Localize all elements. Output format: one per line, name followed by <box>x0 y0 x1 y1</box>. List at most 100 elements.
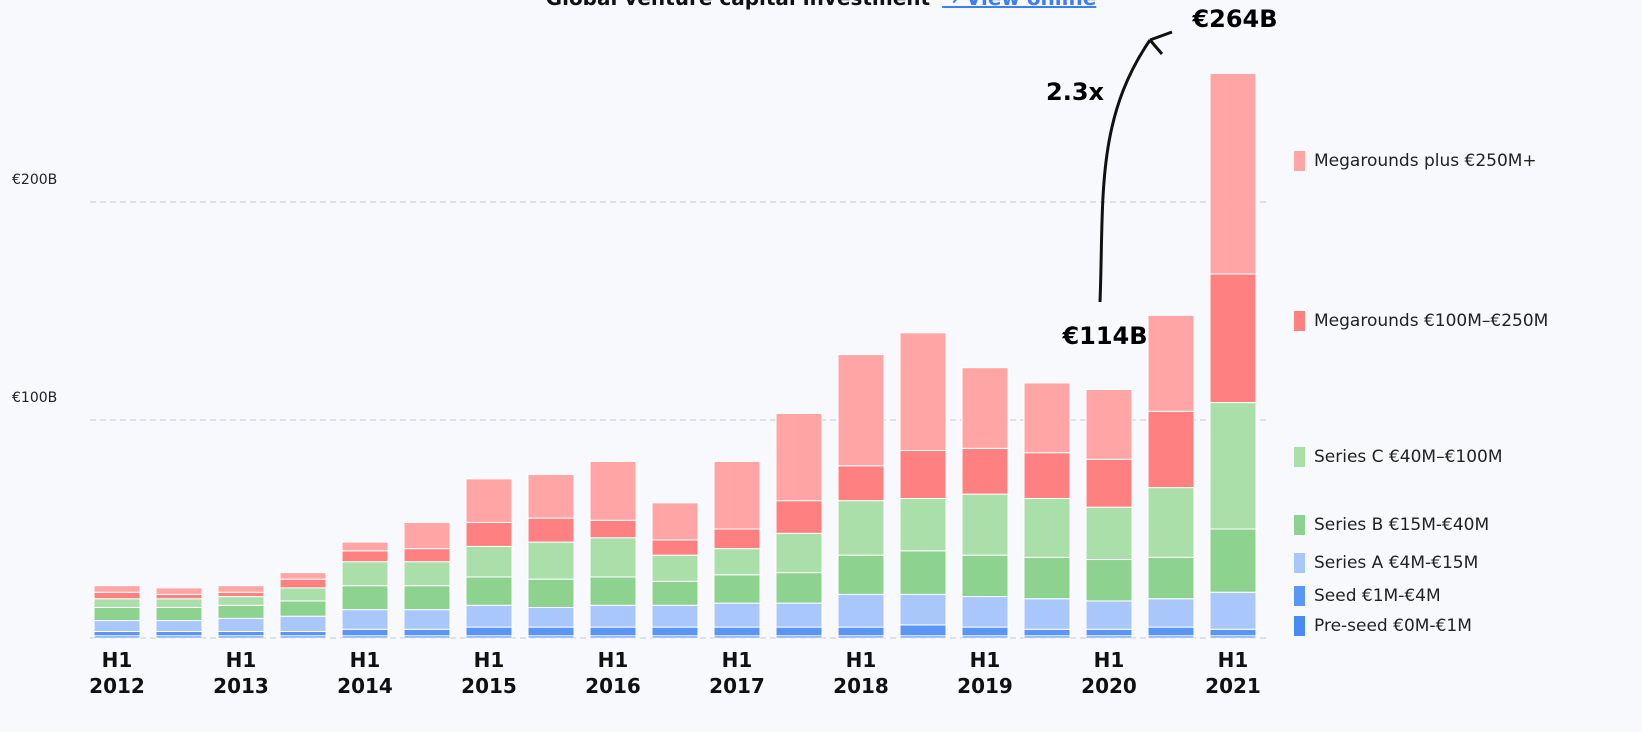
x-tick-label: H1 2021 <box>1205 648 1261 698</box>
bar-segment <box>1209 402 1257 530</box>
legend-label: Megarounds plus €250M+ <box>1314 151 1537 171</box>
x-tick-label: H1 2013 <box>213 648 269 698</box>
bar-segment <box>155 598 203 608</box>
bar-segment <box>217 617 265 632</box>
bar-segment <box>775 602 823 628</box>
bar-segment <box>1023 598 1071 630</box>
bar-segment <box>527 626 575 637</box>
annotation: €264B <box>1191 5 1277 33</box>
bar-segment <box>899 550 947 595</box>
bar-segment <box>279 572 327 580</box>
legend-swatch <box>1294 447 1305 467</box>
legend-swatch <box>1294 515 1305 535</box>
x-tick-label: H1 2015 <box>461 648 517 698</box>
bar-segment <box>899 624 947 637</box>
bar-segment <box>961 447 1009 495</box>
bar-segment <box>527 606 575 628</box>
bar-segment <box>589 626 637 637</box>
chart-title: Global venture capital investment <box>546 0 930 10</box>
legend-swatch <box>1294 151 1305 171</box>
bar-segment <box>217 585 265 593</box>
bar-segment <box>279 630 327 637</box>
bar-segment <box>465 521 513 547</box>
bar-segment <box>1209 591 1257 630</box>
bar-segment <box>651 626 699 637</box>
bar-segment <box>1147 626 1195 637</box>
legend-swatch <box>1294 586 1305 606</box>
x-tick-label: H1 2014 <box>337 648 393 698</box>
view-online-link[interactable]: → View online <box>942 0 1096 10</box>
bar-segment <box>341 541 389 552</box>
legend-label: Series C €40M–€100M <box>1314 447 1503 467</box>
bar-segment <box>589 604 637 628</box>
legend-label: Megarounds €100M–€250M <box>1314 311 1548 331</box>
bar-segment <box>775 532 823 574</box>
bar-segment <box>1147 410 1195 489</box>
bar-segment <box>589 519 637 539</box>
bar-segment <box>1209 628 1257 637</box>
legend-swatch <box>1294 616 1305 636</box>
bar-segment <box>713 548 761 576</box>
bar-segment <box>837 593 885 628</box>
bar-segment <box>155 630 203 637</box>
legend-swatch <box>1294 553 1305 573</box>
bar-segment <box>713 626 761 637</box>
legend-label: Series B €15M-€40M <box>1314 515 1489 535</box>
x-tick-label: H1 2017 <box>709 648 765 698</box>
y-tick-label: €200B <box>12 172 57 188</box>
bar-segment <box>1023 556 1071 600</box>
x-tick-label: H1 2019 <box>957 648 1013 698</box>
legend-label: Seed €1M-€4M <box>1314 586 1441 606</box>
bar-segment <box>341 585 389 611</box>
bar-segment <box>837 354 885 467</box>
bar-segment <box>527 541 575 580</box>
bar-segment <box>1023 497 1071 558</box>
bar-segment <box>403 585 451 611</box>
bar-segment <box>651 580 699 606</box>
bar-segment <box>465 545 513 578</box>
bar-segment <box>465 576 513 606</box>
bar-segment <box>1147 598 1195 628</box>
bar-segment <box>961 554 1009 598</box>
bar-segment <box>713 528 761 550</box>
bar-segment <box>341 561 389 587</box>
bar-segment <box>1147 487 1195 558</box>
bar-segment <box>651 554 699 582</box>
bar-segment <box>651 539 699 556</box>
x-tick-label: H1 2018 <box>833 648 889 698</box>
bar-segment <box>1209 72 1257 275</box>
bar-segment <box>155 587 203 595</box>
bar-segment <box>93 591 141 600</box>
bar-segment <box>1085 559 1133 602</box>
bar-segment <box>899 497 947 552</box>
bar-segment <box>341 628 389 637</box>
bar-segment <box>899 593 947 626</box>
bar-segment <box>403 628 451 637</box>
bar-segment <box>961 596 1009 628</box>
bar-segment <box>527 474 575 519</box>
bar-segment <box>279 578 327 589</box>
bar-segment <box>155 606 203 622</box>
bar-segment <box>155 620 203 632</box>
bar-segment <box>279 600 327 617</box>
bar-segment <box>341 609 389 630</box>
bar-segment <box>1085 628 1133 637</box>
bar-segment <box>713 574 761 604</box>
growth-arrow <box>1098 39 1152 303</box>
bar-segment <box>589 537 637 578</box>
bar-segment <box>899 450 947 499</box>
bar-segment <box>713 460 761 530</box>
bar-segment <box>589 460 637 521</box>
title-bar: Global venture capital investment → View … <box>0 0 1642 10</box>
bar-segment <box>651 502 699 541</box>
bar-segment <box>1147 314 1195 412</box>
bar-segment <box>93 598 141 608</box>
annotation: €114B <box>1061 322 1147 350</box>
bar-segment <box>403 609 451 630</box>
bar-segment <box>465 604 513 628</box>
bar-segment <box>403 561 451 587</box>
bar-segment <box>775 626 823 637</box>
legend-swatch <box>1294 311 1305 331</box>
bar-segment <box>1023 452 1071 499</box>
